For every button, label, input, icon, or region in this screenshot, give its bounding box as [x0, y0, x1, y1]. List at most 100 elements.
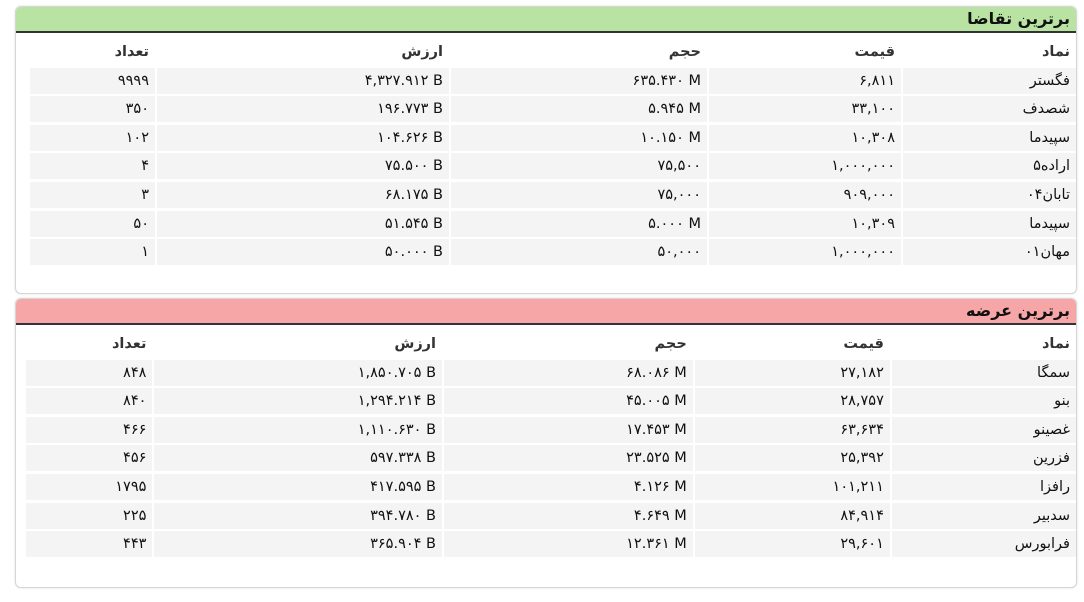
value-cell: ۵۰,۰۰۰ [451, 239, 707, 266]
value-cell: ۵۰.۰۰۰ B [157, 239, 449, 266]
value-cell: ۴.۶۴۹ M [444, 502, 693, 529]
value-cell: ۲۵,۳۹۲ [694, 445, 890, 472]
value-cell: ۴,۳۲۷.۹۱۲ B [157, 67, 449, 94]
value-cell: ۶,۸۱۱ [709, 67, 901, 94]
value-cell: ۱۰,۳۰۸ [709, 124, 901, 151]
column-header: قیمت [843, 336, 884, 352]
value-cell: ۶۳۵.۴۳۰ M [451, 67, 707, 94]
value-cell: ۸۴۸ [26, 359, 153, 386]
symbol-cell: رافزا [891, 473, 1076, 500]
table-row: سپیدما ۱۰,۳۰۸ ۱۰.۱۵۰ M ۱۰۴.۶۲۶ B ۱۰۲ [24, 124, 1076, 151]
value-cell: ۴۱۷.۵۹۵ B [154, 473, 443, 500]
value-cell: ۲۲۵ [26, 502, 153, 529]
column-header: ارزش [401, 44, 443, 60]
value-cell: ۴۴۳ [26, 531, 153, 558]
table-row: رافزا ۱۰۱,۲۱۱ ۴.۱۲۶ M ۴۱۷.۵۹۵ B ۱۷۹۵ [24, 473, 1076, 500]
value-cell: ۱,۱۱۰.۶۳۰ B [154, 416, 443, 443]
value-cell: ۷۵.۵۰۰ B [157, 153, 449, 180]
panel-title: برترین عرضه [16, 299, 1076, 325]
symbol-cell: شصدف [903, 96, 1076, 123]
symbol-cell: سپیدما [903, 124, 1076, 151]
value-cell: ۷۵,۰۰۰ [451, 181, 707, 208]
table-row: سپیدما ۱۰,۳۰۹ ۵.۰۰۰ M ۵۱.۵۴۵ B ۵۰ [24, 210, 1076, 237]
table-row: غصینو ۶۳,۶۳۴ ۱۷.۴۵۳ M ۱,۱۱۰.۶۳۰ B ۴۶۶ [24, 416, 1076, 443]
symbol-cell: فرابورس [891, 531, 1076, 558]
table-panel: برترین تقاضا نماد قیمت حجم ارزش تعداد فگستر ۶,۸… [15, 6, 1077, 294]
value-cell: ۱ [30, 239, 155, 266]
symbol-cell: سمگا [891, 359, 1076, 386]
symbol-cell: اراده۵ [903, 153, 1076, 180]
value-cell: ۲۷,۱۸۲ [694, 359, 890, 386]
value-cell: ۲۹,۶۰۱ [694, 531, 890, 558]
value-cell: ۱۰۱,۲۱۱ [694, 473, 890, 500]
value-cell: ۷۵,۵۰۰ [451, 153, 707, 180]
table-row: فزرین ۲۵,۳۹۲ ۲۳.۵۲۵ M ۵۹۷.۳۳۸ B ۴۵۶ [24, 445, 1076, 472]
table-panel: برترین عرضه نماد قیمت حجم ارزش تعداد سمگا ۲۷,۱۸… [15, 298, 1077, 588]
header-row: نماد قیمت حجم ارزش تعداد [24, 39, 1076, 65]
value-cell: ۱۰۴.۶۲۶ B [157, 124, 449, 151]
value-cell: ۲۳.۵۲۵ M [444, 445, 693, 472]
value-cell: ۶۸.۰۸۶ M [444, 359, 693, 386]
value-cell: ۶۸.۱۷۵ B [157, 181, 449, 208]
value-cell: ۱,۸۵۰.۷۰۵ B [154, 359, 443, 386]
value-cell: ۳ [30, 181, 155, 208]
column-header: قیمت [854, 44, 895, 60]
symbol-cell: فگستر [903, 67, 1076, 94]
symbol-cell: سپیدما [903, 210, 1076, 237]
value-cell: ۵۱.۵۴۵ B [157, 210, 449, 237]
value-cell: ۳۵۰ [30, 96, 155, 123]
column-header: نماد [1041, 44, 1070, 60]
value-cell: ۶۳,۶۳۴ [694, 416, 890, 443]
value-cell: ۱۷.۴۵۳ M [444, 416, 693, 443]
value-cell: ۴۵.۰۰۵ M [444, 388, 693, 415]
panel-title: برترین تقاضا [16, 7, 1076, 33]
header-row: نماد قیمت حجم ارزش تعداد [24, 331, 1076, 357]
value-cell: ۵۰ [30, 210, 155, 237]
value-cell: ۹۹۹۹ [30, 67, 155, 94]
value-cell: ۵.۰۰۰ M [451, 210, 707, 237]
symbol-cell: فزرین [891, 445, 1076, 472]
table: نماد قیمت حجم ارزش تعداد سمگا ۲۷,۱۸۲ ۶۸.۰۸۶ M ۱,… [24, 331, 1076, 560]
symbol-cell: تابان۰۴ [903, 181, 1076, 208]
value-cell: ۱,۲۹۴.۲۱۴ B [154, 388, 443, 415]
value-cell: ۱,۰۰۰,۰۰۰ [709, 239, 901, 266]
column-header: حجم [654, 336, 687, 352]
value-cell: ۵۹۷.۳۳۸ B [154, 445, 443, 472]
symbol-cell: غصینو [891, 416, 1076, 443]
value-cell: ۸۴,۹۱۴ [694, 502, 890, 529]
column-header: نماد [1041, 336, 1070, 352]
value-cell: ۴ [30, 153, 155, 180]
value-cell: ۴۶۶ [26, 416, 153, 443]
value-cell: ۲۸,۷۵۷ [694, 388, 890, 415]
column-header: تعداد [111, 336, 147, 352]
table-row: سمگا ۲۷,۱۸۲ ۶۸.۰۸۶ M ۱,۸۵۰.۷۰۵ B ۸۴۸ [24, 359, 1076, 386]
table-row: شصدف ۳۳,۱۰۰ ۵.۹۴۵ M ۱۹۶.۷۷۳ B ۳۵۰ [24, 96, 1076, 123]
value-cell: ۳۳,۱۰۰ [709, 96, 901, 123]
table-row: فگستر ۶,۸۱۱ ۶۳۵.۴۳۰ M ۴,۳۲۷.۹۱۲ B ۹۹۹۹ [24, 67, 1076, 94]
table-row: فرابورس ۲۹,۶۰۱ ۱۲.۳۶۱ M ۳۶۵.۹۰۴ B ۴۴۳ [24, 531, 1076, 558]
column-header: حجم [668, 44, 701, 60]
value-cell: ۱۷۹۵ [26, 473, 153, 500]
value-cell: ۳۶۵.۹۰۴ B [154, 531, 443, 558]
value-cell: ۳۹۴.۷۸۰ B [154, 502, 443, 529]
column-header: ارزش [394, 336, 437, 352]
symbol-cell: مهان۰۱ [903, 239, 1076, 266]
value-cell: ۴۵۶ [26, 445, 153, 472]
value-cell: ۱۹۶.۷۷۳ B [157, 96, 449, 123]
value-cell: ۱۰,۳۰۹ [709, 210, 901, 237]
value-cell: ۵.۹۴۵ M [451, 96, 707, 123]
value-cell: ۱,۰۰۰,۰۰۰ [709, 153, 901, 180]
value-cell: ۱۲.۳۶۱ M [444, 531, 693, 558]
value-cell: ۱۰.۱۵۰ M [451, 124, 707, 151]
value-cell: ۸۴۰ [26, 388, 153, 415]
value-cell: ۱۰۲ [30, 124, 155, 151]
column-header: تعداد [114, 44, 149, 60]
symbol-cell: بنو [891, 388, 1076, 415]
value-cell: ۹۰۹,۰۰۰ [709, 181, 901, 208]
value-cell: ۴.۱۲۶ M [444, 473, 693, 500]
